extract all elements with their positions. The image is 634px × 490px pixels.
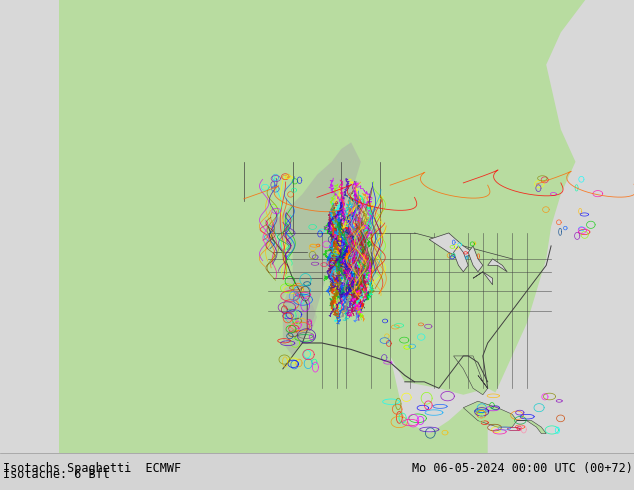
Polygon shape: [268, 143, 361, 356]
Text: Mo 06-05-2024 00:00 UTC (00+72): Mo 06-05-2024 00:00 UTC (00+72): [412, 462, 633, 475]
Polygon shape: [488, 0, 634, 453]
Polygon shape: [488, 259, 507, 272]
Polygon shape: [302, 356, 346, 427]
Polygon shape: [453, 246, 468, 272]
Polygon shape: [453, 356, 488, 395]
Polygon shape: [0, 0, 58, 453]
Polygon shape: [390, 356, 595, 453]
Polygon shape: [517, 420, 547, 434]
Polygon shape: [468, 246, 483, 272]
Text: Isotache: 6 Bft: Isotache: 6 Bft: [3, 468, 110, 481]
Polygon shape: [278, 278, 293, 304]
FancyBboxPatch shape: [0, 0, 634, 453]
Polygon shape: [473, 272, 493, 285]
Polygon shape: [429, 233, 473, 259]
FancyBboxPatch shape: [0, 0, 58, 453]
Text: Isotachs Spaghetti  ECMWF: Isotachs Spaghetti ECMWF: [3, 462, 181, 475]
Polygon shape: [293, 304, 317, 337]
Polygon shape: [463, 401, 517, 427]
